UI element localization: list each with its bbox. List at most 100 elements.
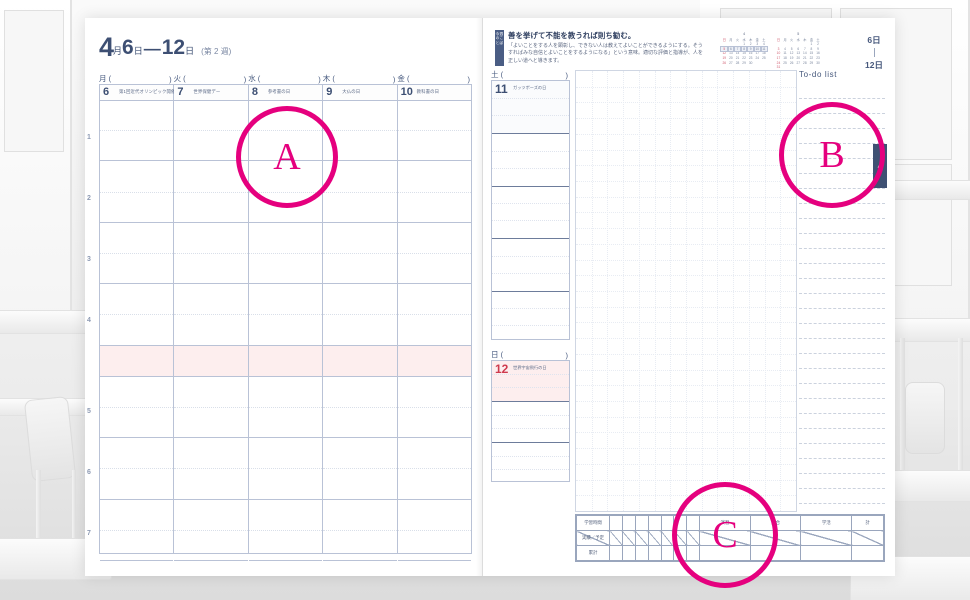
period-row-5[interactable] [248, 377, 323, 439]
weekend-day-header: 12 世界宇宙飛行の日 [492, 361, 569, 402]
todo-line[interactable] [799, 249, 885, 264]
lunch-row[interactable] [323, 345, 397, 377]
period-row-1[interactable] [174, 100, 248, 162]
period-row-4[interactable] [323, 284, 397, 346]
day-column-10[interactable]: 10 教科書の日 [397, 85, 472, 561]
mini-day: 2 [817, 42, 819, 47]
mini-wd: 日 [776, 38, 781, 42]
period-row-6[interactable] [397, 438, 472, 500]
mini-wd: 日 [722, 38, 726, 42]
day-column-9[interactable]: 9 大仏の日 [323, 85, 398, 561]
mini-day: 30 [748, 60, 753, 65]
memo-gridline-h [576, 416, 796, 418]
period-row-3[interactable] [248, 223, 323, 285]
day-header-6: 6 第1回近代オリンピック開催日 [100, 85, 180, 101]
weekend-body-11[interactable]: 11 ガッツポーズの日 [491, 81, 570, 340]
window-pane [4, 10, 64, 152]
lunch-row[interactable] [397, 345, 472, 377]
period-row-7[interactable] [100, 500, 174, 561]
period-row-7[interactable] [323, 500, 397, 561]
study-day-cell [621, 515, 636, 531]
period-row-4[interactable] [174, 284, 248, 346]
period-row-4[interactable] [248, 284, 323, 346]
lunch-row[interactable] [100, 345, 174, 377]
period-row-4[interactable] [100, 284, 174, 346]
todo-title: To-do list [799, 70, 838, 79]
day-column-6[interactable]: 6 第1回近代オリンピック開催日 [100, 85, 180, 561]
mini-calendar-title: 4 [743, 32, 746, 36]
day-column-7[interactable]: 7 世界保健デー [174, 85, 249, 561]
period-row-5[interactable] [323, 377, 397, 439]
period-row-5[interactable] [174, 377, 248, 439]
todo-line[interactable] [799, 309, 885, 324]
mini-day: 13 [729, 51, 733, 56]
todo-line[interactable] [799, 444, 885, 459]
todo-line[interactable] [799, 264, 885, 279]
period-row-1[interactable] [397, 100, 472, 162]
todo-line[interactable] [799, 204, 885, 219]
weekend-slot-4 [492, 292, 569, 344]
header-start-unit: 日 [133, 46, 143, 56]
period-mark-7: 7 [87, 530, 91, 538]
period-row-6[interactable] [323, 438, 397, 500]
period-row-3[interactable] [397, 223, 472, 285]
mini-day: 11 [783, 51, 787, 56]
memo-gridline-h [576, 228, 796, 230]
mini-day: 26 [722, 60, 727, 65]
mini-day: 12 [789, 51, 794, 56]
mini-day: 31 [776, 65, 781, 70]
mini-day: 18 [762, 51, 766, 56]
period-row-3[interactable] [174, 223, 248, 285]
todo-line[interactable] [799, 429, 885, 444]
todo-line[interactable] [799, 279, 885, 294]
todo-line[interactable] [799, 399, 885, 414]
period-row-1[interactable] [323, 100, 397, 162]
period-row-4[interactable] [397, 284, 472, 346]
period-row-7[interactable] [397, 500, 472, 561]
todo-line[interactable] [799, 474, 885, 489]
period-row-3[interactable] [323, 223, 397, 285]
annotation-circle-c: C [672, 482, 778, 588]
todo-line[interactable] [799, 339, 885, 354]
todo-line[interactable] [799, 234, 885, 249]
weekly-memo-area[interactable] [575, 70, 797, 512]
todo-line[interactable] [799, 489, 885, 504]
todo-line[interactable] [799, 219, 885, 234]
mini-day: 9 [746, 45, 755, 53]
period-row-7[interactable] [248, 500, 323, 561]
weekend-slot-1 [492, 134, 569, 187]
lunch-row[interactable] [174, 345, 248, 377]
period-row-5[interactable] [397, 377, 472, 439]
day-number: 7 [177, 86, 184, 98]
todo-line[interactable] [799, 369, 885, 384]
period-row-2[interactable] [174, 161, 248, 223]
period-row-2[interactable] [100, 161, 174, 223]
todo-line[interactable] [799, 414, 885, 429]
todo-line[interactable] [799, 459, 885, 474]
todo-line[interactable] [799, 354, 885, 369]
memo-gridline-h [576, 306, 796, 308]
period-row-7[interactable] [174, 500, 248, 561]
period-row-3[interactable] [100, 223, 174, 285]
day-column-8[interactable]: 8 参考書の日 [248, 85, 324, 561]
lunch-row[interactable] [248, 345, 323, 377]
weekend-body-12[interactable]: 12 世界宇宙飛行の日 [491, 361, 570, 482]
todo-line[interactable] [799, 84, 885, 99]
period-row-6[interactable] [174, 438, 248, 500]
mini-day: 17 [755, 51, 760, 56]
memo-gridline-h [576, 259, 796, 261]
period-row-5[interactable] [100, 377, 174, 439]
todo-line[interactable] [799, 384, 885, 399]
todo-line[interactable] [799, 324, 885, 339]
mini-week: 31 [775, 65, 821, 70]
weekend-header-11: 土 () [491, 70, 570, 81]
period-row-1[interactable] [100, 100, 174, 162]
todo-line[interactable] [799, 294, 885, 309]
period-row-2[interactable] [397, 161, 472, 223]
memo-gridline-h [576, 102, 796, 104]
period-row-6[interactable] [100, 438, 174, 500]
period-row-6[interactable] [248, 438, 323, 500]
period-row-2[interactable] [323, 161, 397, 223]
